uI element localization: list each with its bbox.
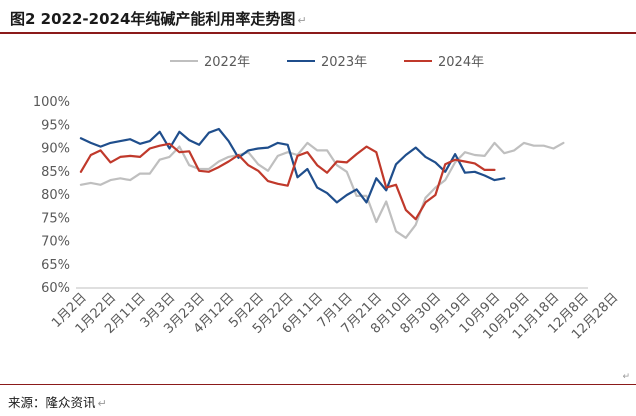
- legend-label-1: 2023年: [321, 55, 367, 70]
- line-chart: 2022年 2023年 2024年 60% 65% 70% 75% 80% 85% 90% 95% 1…: [33, 55, 622, 343]
- series-line-0: [79, 141, 565, 239]
- y-tick-label: 95%: [41, 118, 70, 133]
- corner-mark-icon: ↵: [622, 372, 630, 382]
- chart-title: 图2 2022-2024年纯碱产能利用率走势图 ↵: [10, 8, 307, 29]
- y-tick-label: 100%: [33, 95, 70, 110]
- chart-area: 2022年 2023年 2024年 60% 65% 70% 75% 80% 85% 90% 95% 1…: [0, 36, 636, 378]
- y-tick-label: 75%: [41, 211, 70, 226]
- y-tick-label: 85%: [41, 165, 70, 180]
- y-tick-label: 90%: [41, 142, 70, 157]
- y-tick-label: 70%: [41, 235, 70, 250]
- paragraph-mark-icon: ↵: [297, 14, 307, 27]
- legend-label-2: 2024年: [438, 55, 484, 70]
- source-bar: 来源：隆众资讯 ↵: [0, 384, 636, 416]
- title-bar: 图2 2022-2024年纯碱产能利用率走势图 ↵: [0, 0, 636, 34]
- y-tick-label: 80%: [41, 188, 70, 203]
- chart-title-text: 图2 2022-2024年纯碱产能利用率走势图: [10, 10, 296, 28]
- y-tick-label: 60%: [41, 281, 70, 296]
- series-line-1: [79, 127, 506, 204]
- source-text: 来源：隆众资讯: [8, 395, 96, 410]
- source-line: 来源：隆众资讯 ↵: [8, 392, 107, 411]
- legend-label-0: 2022年: [204, 55, 250, 70]
- series-line-2: [79, 142, 496, 221]
- paragraph-mark-icon: ↵: [97, 397, 107, 410]
- y-tick-label: 65%: [41, 258, 70, 273]
